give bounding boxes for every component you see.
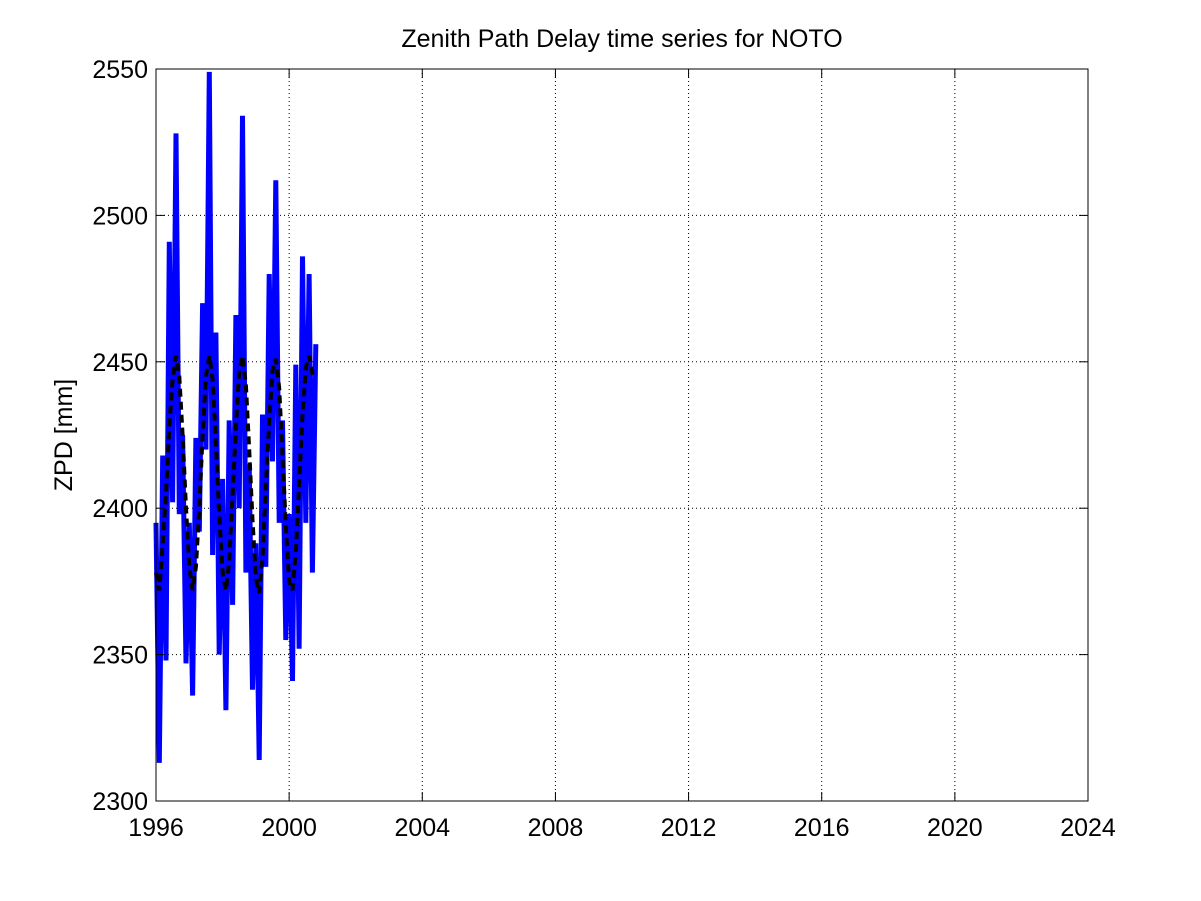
y-tick-label: 2400 bbox=[92, 495, 148, 523]
x-tick-label: 2016 bbox=[794, 814, 850, 842]
y-tick-label: 2500 bbox=[92, 202, 148, 230]
y-axis-label: ZPD [mm] bbox=[50, 379, 78, 492]
chart-title: Zenith Path Delay time series for NOTO bbox=[401, 25, 842, 53]
y-tick-label: 2300 bbox=[92, 788, 148, 816]
y-tick-label: 2450 bbox=[92, 349, 148, 377]
y-tick-label: 2550 bbox=[92, 56, 148, 84]
x-tick-label: 1996 bbox=[128, 814, 184, 842]
x-tick-label: 2024 bbox=[1060, 814, 1116, 842]
plot-series bbox=[153, 71, 319, 763]
grid bbox=[156, 69, 1088, 801]
x-tick-label: 2008 bbox=[528, 814, 584, 842]
x-tick-label: 2000 bbox=[261, 814, 317, 842]
plot-frame bbox=[155, 68, 1089, 802]
x-tick-label: 2012 bbox=[661, 814, 717, 842]
axis-ticks: 1996 2000 2004 2008 2012 2016 2020 2024 2300 2350… bbox=[92, 56, 1116, 842]
x-tick-label: 2004 bbox=[394, 814, 450, 842]
y-tick-label: 2350 bbox=[92, 642, 148, 670]
x-tick-label: 2020 bbox=[927, 814, 983, 842]
